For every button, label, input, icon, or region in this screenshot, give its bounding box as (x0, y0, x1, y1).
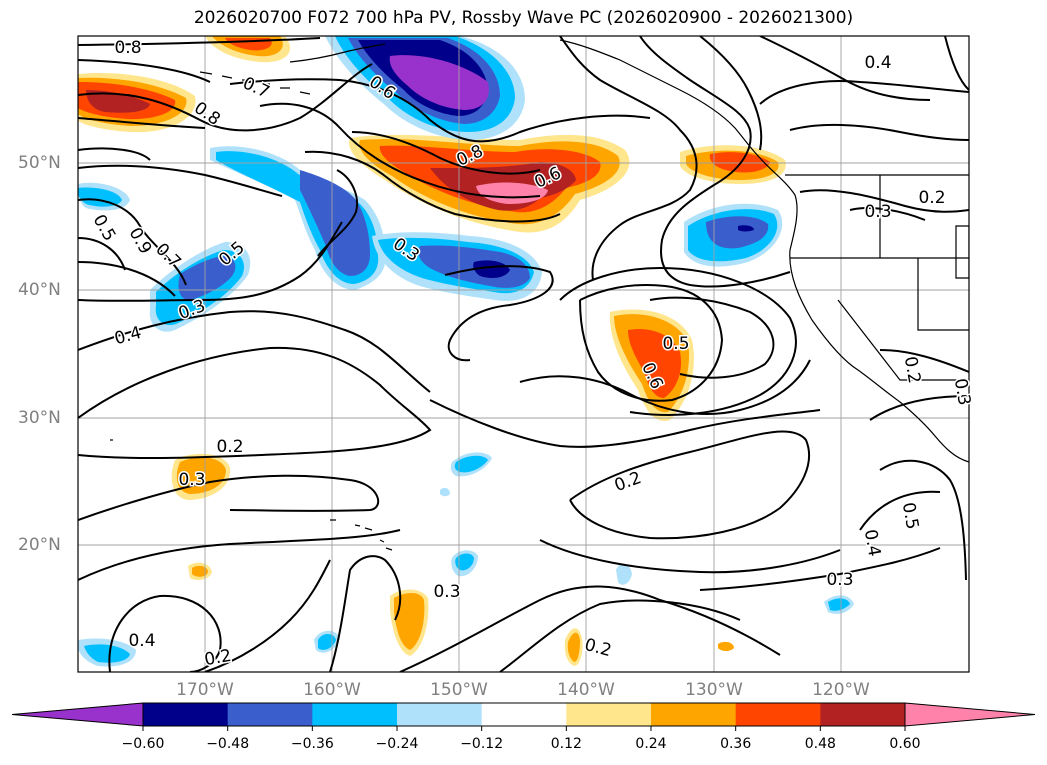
contour-label: 0.3 (864, 202, 891, 222)
colorbar-frame (142, 702, 906, 727)
contour-label: 0.2 (216, 437, 243, 457)
contour-label: 0.3 (178, 470, 205, 490)
colorbar-segment (397, 703, 483, 726)
map-plot: 0.80.70.80.60.80.60.40.30.5 0.90.7 0.5 0.30… (77, 35, 976, 673)
colorbar-segment (481, 703, 567, 726)
lon-label: 130°W (685, 680, 743, 700)
contour-label: 0.3 (826, 570, 853, 590)
lat-label: 30°N (18, 408, 61, 428)
colorbar-segment (312, 703, 398, 726)
lon-label: 140°W (557, 680, 615, 700)
colorbar-tick-label: −0.60 (121, 736, 165, 752)
contour-label: 0.5 (662, 334, 689, 354)
pv-contours (78, 36, 969, 672)
lon-label: 120°W (812, 680, 870, 700)
lat-label: 20°N (18, 535, 61, 555)
contour-label: 0.8 (114, 38, 141, 58)
lat-label: 50°N (18, 153, 61, 173)
contour-label: 0.4 (128, 631, 155, 651)
coastlines (110, 39, 969, 551)
contour-label: 0.3 (433, 582, 460, 602)
positive-anomaly-fill (78, 36, 786, 666)
contour-label: 0.2 (918, 188, 945, 208)
lat-label: 40°N (18, 280, 61, 300)
colorbar-segment (735, 703, 821, 726)
grid-lines (78, 36, 969, 672)
contour-label: 0.2 (900, 355, 924, 385)
colorbar-extend-max (904, 702, 1036, 727)
contour-label: 0.4 (864, 53, 891, 73)
colorbar-tick-label: −0.48 (206, 736, 250, 752)
colorbar-tick-label: −0.24 (375, 736, 419, 752)
negative-anomaly-fill (78, 36, 854, 667)
colorbar-segment (651, 703, 737, 726)
colorbar-extend-min (11, 702, 144, 727)
colorbar-tick-label: 0.36 (720, 736, 752, 752)
contour-label: 0.5 (898, 501, 922, 531)
contour-label: 0.3 (950, 377, 974, 407)
colorbar-segment (820, 703, 906, 726)
colorbar-tick-label: 0.24 (635, 736, 667, 752)
colorbar-tick-label: 0.60 (889, 736, 921, 752)
colorbar-segment (566, 703, 652, 726)
lon-label: 160°W (303, 680, 361, 700)
colorbar-segment (143, 703, 229, 726)
colorbar-tick-label: 0.12 (550, 736, 582, 752)
colorbar-tick-label: −0.36 (290, 736, 334, 752)
colorbar-segment (227, 703, 313, 726)
map-title: 2026020700 F072 700 hPa PV, Rossby Wave … (193, 8, 854, 28)
colorbar-tick-label: 0.48 (804, 736, 836, 752)
colorbar-tick-label: −0.12 (460, 736, 504, 752)
lon-label: 150°W (430, 680, 488, 700)
plot-frame (77, 35, 970, 673)
lon-label: 170°W (176, 680, 234, 700)
